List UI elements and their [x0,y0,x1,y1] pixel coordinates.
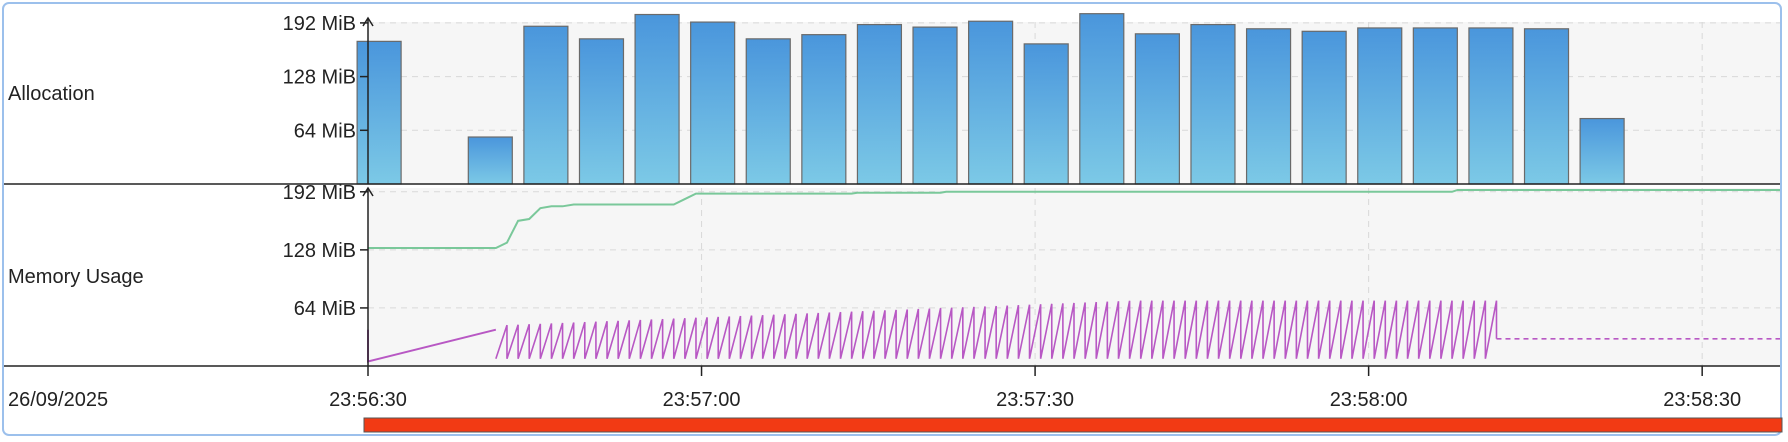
allocation-bar [1134,33,1180,185]
allocation-y-tick-label: 128 MiB [283,67,356,89]
allocation-bar [1579,117,1625,185]
memory-y-tick-label: 192 MiB [283,182,356,204]
memory-used-sawtooth [495,300,1498,359]
memory-committed-line [368,188,1780,250]
allocation-bar [1079,13,1125,185]
allocation-bar [634,13,680,185]
allocation-bars [356,13,1625,185]
x-tick-label: 23:57:30 [996,389,1074,411]
x-tick-label: 23:56:30 [329,389,407,411]
allocation-bar [856,23,903,185]
allocation-bar [801,34,847,185]
date-label: 26/09/2025 [8,389,108,411]
allocation-bar [1523,28,1570,185]
memory-usage-row-label: Memory Usage [8,266,144,288]
allocation-bar [745,38,791,185]
allocation-bar [1468,27,1514,185]
x-tick-label: 23:58:30 [1663,389,1741,411]
allocation-bar [467,136,513,185]
y-axis-ticks: 64 MiB 128 MiB 192 MiB 64 MiB 128 MiB 192 MiB [283,13,368,320]
allocation-bar [1301,30,1347,185]
allocation-bar [690,21,736,185]
allocation-bar [912,26,958,185]
allocation-bar [523,25,569,185]
x-tick-label: 23:58:00 [1330,389,1408,411]
x-axis-ticks: 23:56:30 23:57:00 23:57:30 23:58:00 23:58:30 [329,366,1741,411]
memory-y-tick-label: 128 MiB [283,240,356,262]
allocation-y-tick-label: 64 MiB [294,120,356,142]
allocation-bar [1023,43,1069,185]
allocation-row-label: Allocation [8,83,95,105]
allocation-bar [356,40,402,185]
allocation-bar [1190,23,1236,185]
allocation-bar [1357,27,1403,185]
allocation-bar [968,20,1014,185]
memory-y-arrow-icon [362,186,374,197]
allocation-y-tick-label: 192 MiB [283,13,356,35]
allocation-bar [1412,27,1458,185]
memory-y-tick-label: 64 MiB [294,298,356,320]
timeline-range-bar[interactable] [363,417,1783,433]
allocation-bar [1245,28,1292,185]
allocation-bar [578,38,625,185]
x-tick-label: 23:57:00 [663,389,741,411]
